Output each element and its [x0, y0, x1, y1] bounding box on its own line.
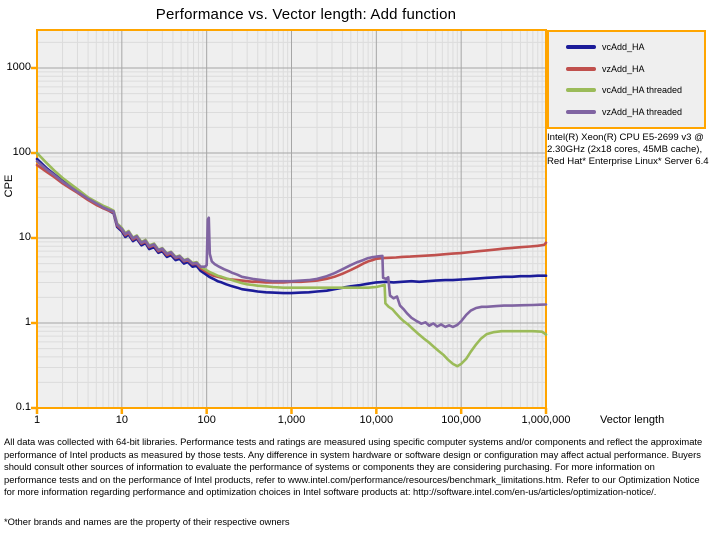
- legend-swatch-icon: [566, 66, 596, 71]
- legend-label: vcAdd_HA threaded: [602, 85, 683, 96]
- legend-swatch-icon: [566, 110, 596, 115]
- x-tick-label: 100: [197, 414, 216, 426]
- legend-swatch-icon: [566, 88, 596, 93]
- x-tick-label: 100,000: [441, 414, 482, 426]
- legend-label: vzAdd_HA threaded: [602, 107, 683, 118]
- legend-swatch-icon: [566, 44, 596, 49]
- x-tick-label: 1: [33, 414, 41, 426]
- y-tick-label: 10: [18, 231, 31, 243]
- footnote: *Other brands and names are the property…: [4, 516, 290, 527]
- y-tick-label: 0.1: [15, 401, 31, 413]
- legend-label: vzAdd_HA: [602, 63, 645, 74]
- legend-label: vcAdd_HA: [602, 41, 645, 52]
- x-tick-label: 10,000: [359, 414, 394, 426]
- x-tick-label: 1,000,000: [521, 414, 571, 426]
- y-tick-label: 1: [24, 316, 31, 328]
- chart-title: Performance vs. Vector length: Add funct…: [155, 6, 457, 23]
- y-tick-label: 1000: [6, 61, 31, 73]
- annotation-text: Intel(R) Xeon(R) CPU E5-2699 v3 @ 2.30GH…: [547, 132, 709, 167]
- x-tick-label: 10: [115, 414, 128, 426]
- legend-item: vcAdd_HA threaded: [566, 85, 704, 95]
- x-axis-label: Vector length: [600, 414, 665, 426]
- legend-item: vzAdd_HA threaded: [566, 107, 704, 117]
- legend-item: vcAdd_HA: [566, 42, 704, 52]
- series-line-vzAdd_HA-threaded: [35, 159, 548, 329]
- y-tick-label: 100: [12, 146, 31, 158]
- y-axis-label: CPE: [3, 174, 15, 198]
- legend: vcAdd_HA vzAdd_HA vcAdd_HA threaded vzAdd_H…: [547, 30, 706, 129]
- x-tick-label: 1,000: [277, 414, 306, 426]
- footer-disclaimer: All data was collected with 64-bit libra…: [4, 436, 703, 498]
- legend-item: vzAdd_HA: [566, 64, 704, 74]
